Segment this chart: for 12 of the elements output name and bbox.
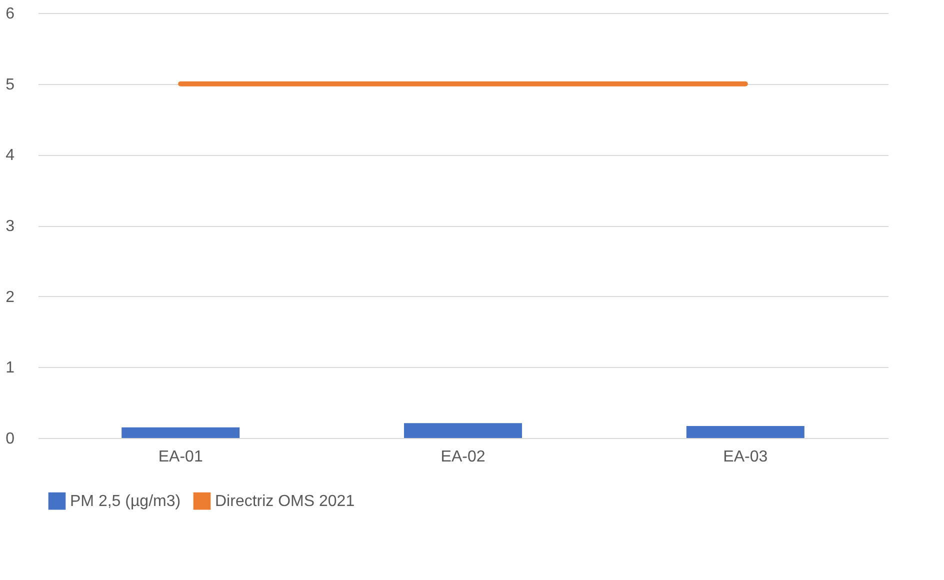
y-tick-label: 5 (6, 76, 15, 94)
y-tick-label: 3 (6, 218, 15, 235)
legend-label: PM 2,5 (µg/m3) (70, 493, 181, 510)
y-tick-label: 0 (6, 430, 15, 448)
y-tick-label: 2 (6, 288, 15, 306)
x-tick-label: EA-01 (158, 448, 203, 466)
y-tick-label: 1 (6, 360, 15, 377)
legend-label: Directriz OMS 2021 (215, 493, 355, 510)
y-tick-label: 4 (6, 147, 15, 164)
x-tick-label: EA-02 (440, 448, 486, 466)
x-tick-label: EA-03 (723, 448, 768, 466)
y-tick-label: 6 (6, 6, 15, 22)
